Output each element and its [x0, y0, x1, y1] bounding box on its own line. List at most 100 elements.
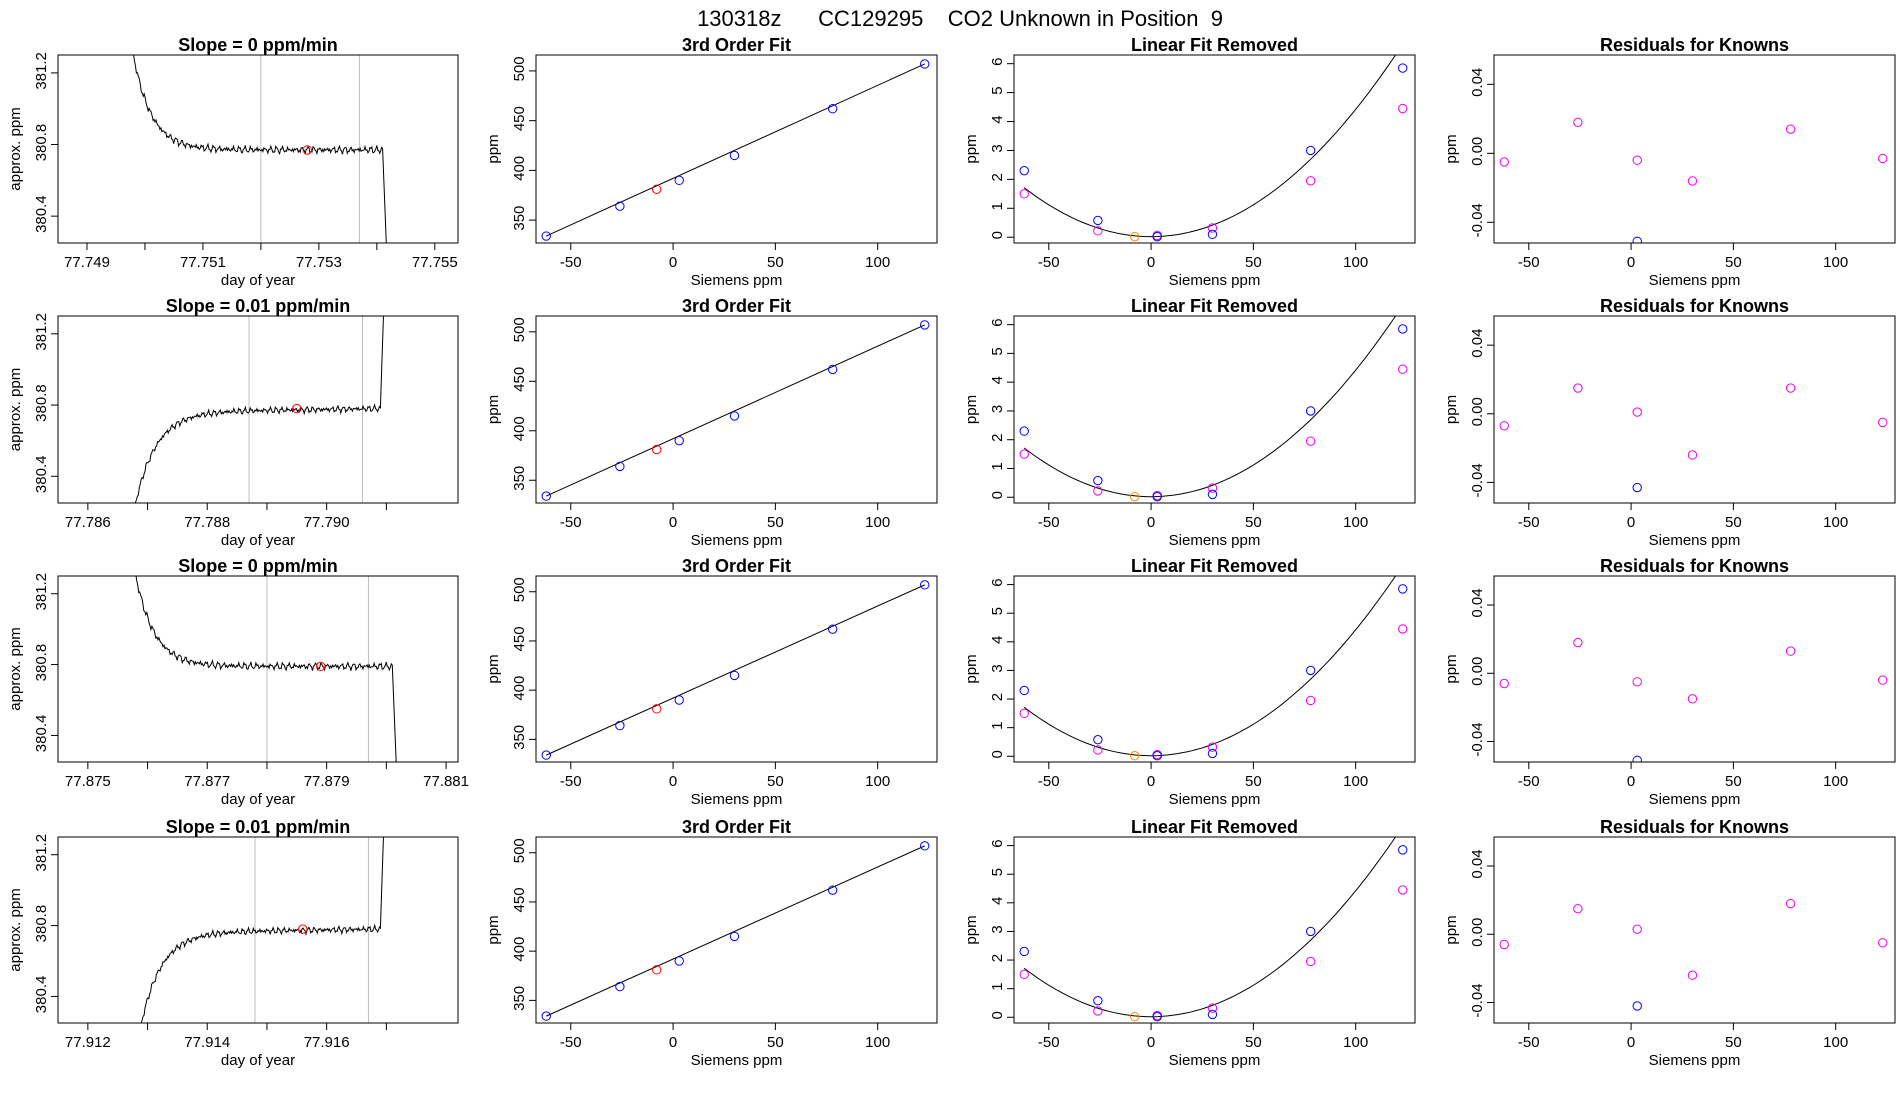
- panel-title: Linear Fit Removed: [1131, 817, 1298, 837]
- panel-title: Slope = 0 ppm/min: [178, 35, 338, 55]
- y-tick-label: 1: [989, 982, 1006, 990]
- known-point: [1305, 406, 1316, 416]
- known-point: [1632, 755, 1642, 762]
- x-tick-label: 77.877: [184, 773, 230, 790]
- residual-point: [1305, 956, 1316, 967]
- y-axis-label: ppm: [485, 395, 502, 424]
- x-tick-label: 0: [1147, 514, 1155, 531]
- x-tick-label: 0: [669, 514, 677, 531]
- x-axis-label: Siemens ppm: [691, 532, 783, 549]
- x-tick-label: 50: [767, 514, 784, 531]
- known-point: [1152, 751, 1162, 761]
- y-tick-label: 6: [989, 839, 1006, 847]
- residual-point: [1573, 903, 1583, 914]
- panel-title: Slope = 0.01 ppm/min: [166, 296, 351, 316]
- plot-area: [1499, 637, 1888, 762]
- y-tick-label: 380.4: [33, 456, 50, 494]
- x-axis-label: day of year: [221, 1052, 295, 1069]
- plot-frame: [1493, 575, 1896, 763]
- known-point: [827, 624, 838, 634]
- residual-point: [1878, 675, 1888, 685]
- residual-point: [1093, 1006, 1103, 1016]
- known-point: [1305, 926, 1316, 937]
- x-tick-label: 100: [1823, 254, 1848, 271]
- y-tick-label: 0.04: [1469, 68, 1486, 97]
- residual-point: [1632, 407, 1642, 417]
- panel-title: Slope = 0.01 ppm/min: [166, 817, 351, 837]
- x-tick-label: 50: [767, 773, 784, 790]
- residual-point: [1207, 223, 1218, 233]
- y-tick-label: 400: [511, 937, 528, 962]
- x-tick-label: -50: [1038, 254, 1060, 271]
- known-point: [729, 670, 740, 681]
- y-tick-label: 6: [989, 318, 1006, 326]
- panel-r4-time: Slope = 0.01 ppm/min 77.912 77.914 77.916 38…: [7, 817, 459, 1069]
- x-tick-label: -50: [1518, 1034, 1540, 1051]
- x-tick-label: -50: [1038, 1034, 1060, 1051]
- residual-point: [1019, 449, 1029, 459]
- quadratic-fit-curve: [1023, 837, 1397, 1018]
- x-tick-label: 77.912: [65, 1034, 111, 1051]
- y-tick-label: 0: [989, 491, 1006, 499]
- y-tick-label: 350: [511, 206, 528, 231]
- x-axis-label: Siemens ppm: [1649, 791, 1741, 808]
- panel-title: 3rd Order Fit: [682, 35, 791, 55]
- unknown-mean-point: [302, 145, 312, 155]
- y-tick-label: 381.2: [33, 52, 50, 90]
- plot-frame: [535, 315, 938, 504]
- y-tick-label: 381.2: [33, 573, 50, 611]
- residual-point: [1785, 383, 1796, 393]
- residual-point: [1305, 176, 1316, 186]
- x-axis-label: Siemens ppm: [691, 272, 783, 289]
- y-tick-label: 0.00: [1469, 397, 1486, 426]
- plot-area: [1499, 383, 1888, 493]
- y-axis-label: approx. ppm: [7, 888, 24, 971]
- fit-line: [546, 584, 925, 756]
- y-axis-label: ppm: [963, 915, 980, 944]
- y-tick-label: 350: [511, 986, 528, 1011]
- y-axis-label: ppm: [485, 134, 502, 163]
- plot-frame: [535, 575, 938, 763]
- residual-point: [1305, 436, 1316, 446]
- plot-frame: [1013, 575, 1416, 763]
- residual-point: [1785, 898, 1796, 909]
- y-tick-label: 0.04: [1469, 849, 1486, 878]
- y-tick-label: 500: [511, 577, 528, 602]
- panel-title: 3rd Order Fit: [682, 817, 791, 837]
- y-tick-label: 0.04: [1469, 329, 1486, 358]
- panel-r2-time: Slope = 0.01 ppm/min 77.786 77.788 77.790 38…: [7, 296, 459, 549]
- x-tick-label: 0: [1627, 254, 1635, 271]
- x-tick-label: 100: [1343, 1034, 1368, 1051]
- known-point: [827, 885, 838, 895]
- quadratic-fit-curve: [1023, 55, 1397, 238]
- x-tick-label: 0: [669, 1034, 677, 1051]
- y-axis-label: ppm: [963, 395, 980, 424]
- y-tick-label: 2: [989, 173, 1006, 181]
- known-point: [1632, 482, 1642, 493]
- known-point: [729, 411, 740, 421]
- y-axis-label: ppm: [1443, 395, 1460, 424]
- unknown-mean-point: [315, 661, 326, 672]
- plot-frame: [1013, 54, 1416, 244]
- unknown-mean-point: [292, 403, 302, 414]
- known-point: [1093, 215, 1103, 226]
- known-point: [920, 580, 930, 590]
- y-tick-label: 380.8: [33, 124, 50, 162]
- x-tick-label: 100: [865, 254, 890, 271]
- known-point: [1398, 584, 1408, 594]
- x-axis-label: Siemens ppm: [1169, 532, 1261, 549]
- x-tick-label: 50: [1725, 773, 1742, 790]
- known-point: [541, 750, 551, 760]
- y-tick-label: 381.2: [33, 834, 50, 872]
- panel-title: Linear Fit Removed: [1131, 556, 1298, 576]
- known-point: [1093, 734, 1103, 745]
- known-point: [1207, 489, 1218, 500]
- residual-point: [1207, 742, 1218, 752]
- y-tick-label: 0.00: [1469, 137, 1486, 166]
- x-tick-label: 100: [1343, 773, 1368, 790]
- known-point: [541, 491, 551, 501]
- y-axis-label: approx. ppm: [7, 368, 24, 451]
- x-tick-label: 77.914: [184, 1034, 230, 1051]
- x-tick-label: -50: [560, 514, 582, 531]
- known-point: [1152, 491, 1162, 502]
